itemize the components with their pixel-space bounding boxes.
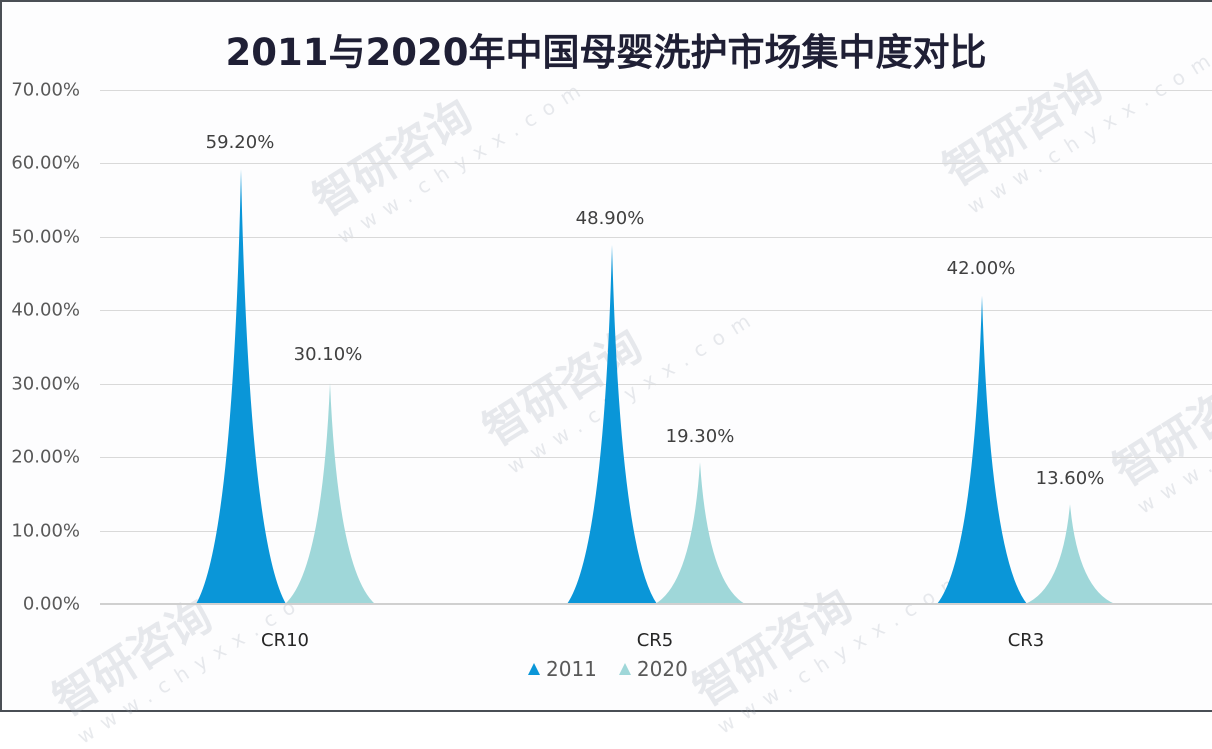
gridline	[100, 384, 1212, 385]
gridline	[100, 237, 1212, 238]
category-label-cr5: CR5	[636, 630, 674, 651]
triangle-marker-icon	[618, 663, 631, 675]
legend-item-2020[interactable]: 2020	[618, 657, 688, 681]
spike-bar-2011-cr3	[937, 295, 1027, 604]
x-axis-line	[100, 603, 1212, 605]
y-tick-label: 60.00%	[11, 152, 80, 174]
legend-item-2011[interactable]: 2011	[528, 657, 597, 681]
triangle-marker-icon	[528, 663, 540, 675]
data-label-2011-cr5: 48.90%	[575, 208, 645, 229]
y-tick-label: 50.00%	[11, 226, 80, 248]
y-tick-label: 70.00%	[11, 79, 80, 101]
legend-label: 2011	[546, 657, 597, 681]
gridline	[100, 163, 1212, 164]
spike-bar-2020-cr5	[655, 462, 745, 604]
gridline	[100, 90, 1212, 91]
spike-bar-2011-cr10	[196, 169, 286, 604]
data-label-2011-cr3: 42.00%	[946, 258, 1016, 279]
legend: 2011 2020	[528, 657, 688, 681]
data-label-2020-cr3: 13.60%	[1035, 468, 1105, 489]
category-label-cr3: CR3	[1007, 630, 1045, 651]
y-tick-label: 0.00%	[22, 593, 80, 615]
spike-bar-2020-cr3	[1025, 504, 1115, 604]
y-tick-label: 10.00%	[11, 520, 80, 542]
spike-bar-2020-cr10	[285, 382, 375, 604]
chart-title: 2011与2020年中国母婴洗护市场集中度对比	[225, 31, 987, 74]
legend-label: 2020	[636, 657, 688, 681]
category-label-cr10: CR10	[261, 630, 309, 651]
gridline	[100, 457, 1212, 458]
y-tick-label: 30.00%	[11, 373, 80, 395]
data-label-2020-cr5: 19.30%	[665, 426, 735, 447]
data-label-2011-cr10: 59.20%	[205, 132, 275, 153]
plot-area	[196, 169, 1115, 605]
gridline	[100, 531, 1212, 532]
y-tick-label: 20.00%	[11, 446, 80, 468]
gridline	[100, 310, 1212, 311]
data-label-2020-cr10: 30.10%	[293, 344, 363, 365]
y-tick-label: 40.00%	[11, 299, 80, 321]
spike-bar-2011-cr5	[567, 244, 657, 605]
